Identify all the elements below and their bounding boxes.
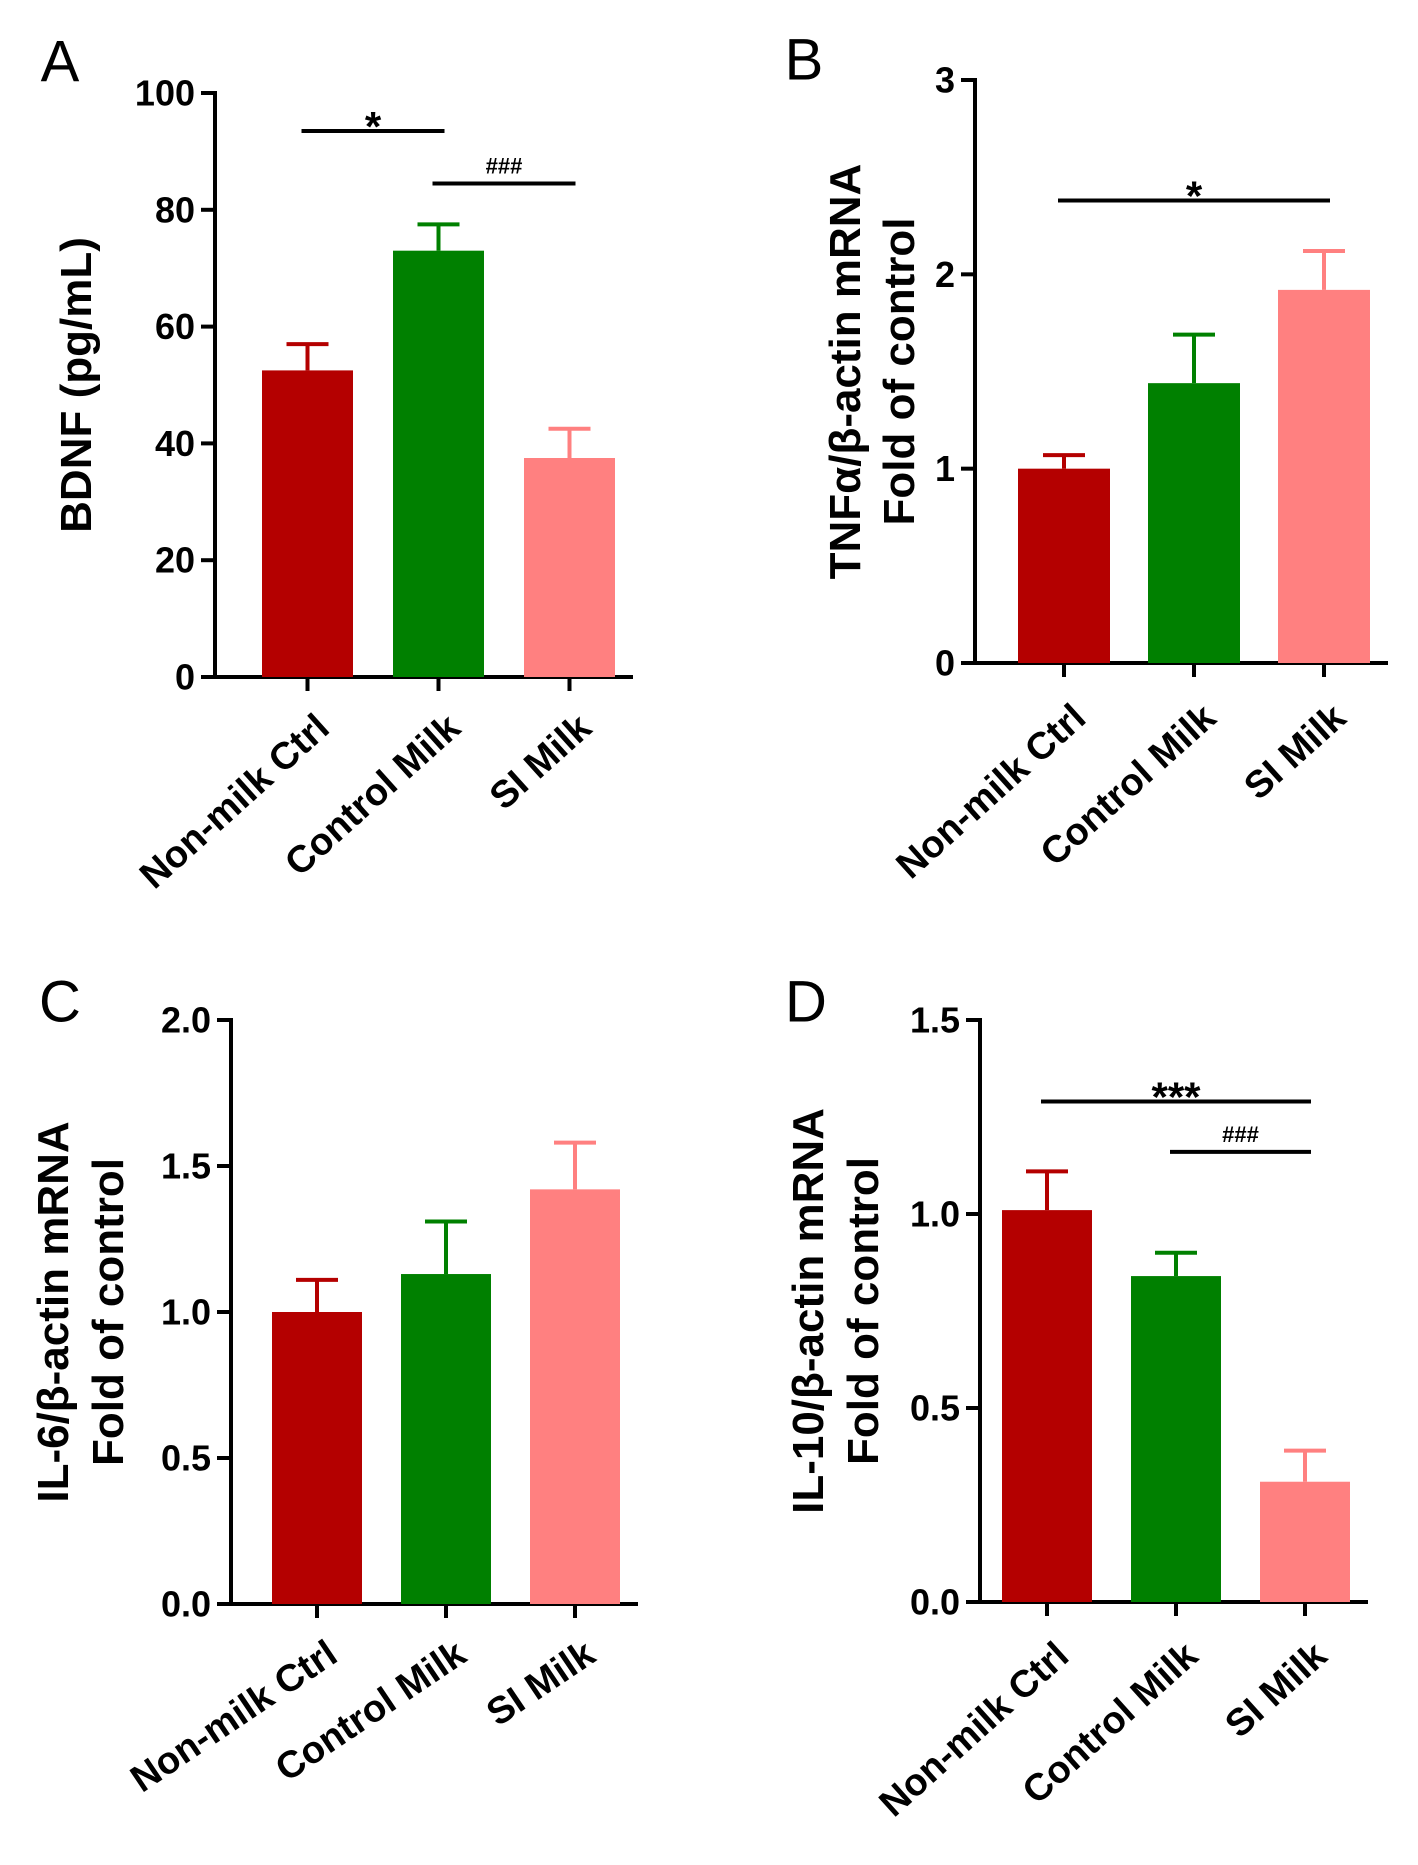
y-axis-label-line: IL-6/β-actin mRNA bbox=[29, 1121, 78, 1502]
y-tick-label: 20 bbox=[155, 540, 195, 581]
y-tick-label: 100 bbox=[135, 73, 195, 114]
category-label-si-milk: SI Milk bbox=[479, 1632, 603, 1735]
y-axis-label-line: TNFα/β-actin mRNA bbox=[821, 164, 870, 580]
y-tick-label: 0 bbox=[175, 657, 195, 698]
bar-si-milk bbox=[524, 458, 615, 677]
y-axis-label-line: BDNF (pg/mL) bbox=[52, 237, 101, 533]
bar-non-milk-ctrl bbox=[262, 370, 353, 677]
y-axis-label-line: Fold of control bbox=[84, 1158, 133, 1466]
category-label-si-milk: SI Milk bbox=[1217, 1634, 1335, 1746]
panel-c: C 0.0 0.5 1.0 1.5 2.0 IL-6/β-actin mRNA Fold of… bbox=[29, 970, 638, 1801]
y-tick-label: 80 bbox=[155, 189, 195, 230]
y-tick-label: 2.0 bbox=[161, 1000, 211, 1041]
y-tick-label: 0.5 bbox=[161, 1438, 211, 1479]
panel-d: D 0.0 0.5 1.0 1.5 IL-10/β-actin mRNA Fold of c… bbox=[784, 970, 1368, 1825]
panel-letter-a: A bbox=[41, 30, 80, 95]
significance-hash: ### bbox=[1222, 1122, 1259, 1147]
y-axis-label-line: IL-10/β-actin mRNA bbox=[784, 1108, 833, 1514]
y-tick-label: 0.5 bbox=[910, 1388, 960, 1429]
bar-control-milk bbox=[1148, 383, 1240, 663]
y-tick-label: 2 bbox=[935, 254, 955, 295]
y-tick-label: 1 bbox=[935, 448, 955, 489]
significance-star: * bbox=[1186, 172, 1203, 219]
y-axis-label: BDNF (pg/mL) bbox=[52, 237, 101, 533]
y-tick-label: 0.0 bbox=[910, 1582, 960, 1623]
y-tick-label: 1.0 bbox=[161, 1292, 211, 1333]
y-tick-label: 0.0 bbox=[161, 1584, 211, 1625]
y-axis-label: TNFα/β-actin mRNA Fold of control bbox=[821, 164, 924, 580]
y-tick-label: 1.5 bbox=[161, 1146, 211, 1187]
bar-non-milk-ctrl bbox=[1018, 468, 1110, 663]
panel-letter-d: D bbox=[785, 970, 827, 1035]
bar-si-milk bbox=[1260, 1481, 1350, 1602]
significance-hash: ### bbox=[486, 154, 523, 179]
category-label-si-milk: SI Milk bbox=[1236, 696, 1354, 808]
y-tick-label: 3 bbox=[935, 60, 955, 101]
bar-control-milk bbox=[401, 1274, 491, 1604]
bar-non-milk-ctrl bbox=[1002, 1210, 1092, 1602]
y-axis-label-line: Fold of control bbox=[875, 218, 924, 526]
bar-non-milk-ctrl bbox=[272, 1312, 362, 1604]
significance-star: * bbox=[365, 103, 382, 150]
y-axis-label: IL-6/β-actin mRNA Fold of control bbox=[29, 1121, 133, 1502]
y-tick-label: 40 bbox=[155, 423, 195, 464]
y-axis-label: IL-10/β-actin mRNA Fold of control bbox=[784, 1108, 888, 1514]
significance-star: *** bbox=[1151, 1073, 1201, 1120]
y-tick-label: 0 bbox=[935, 643, 955, 684]
bar-control-milk bbox=[393, 250, 484, 677]
panel-letter-b: B bbox=[785, 28, 824, 93]
bar-si-milk bbox=[530, 1189, 620, 1604]
y-tick-label: 1.0 bbox=[910, 1194, 960, 1235]
panel-letter-c: C bbox=[39, 970, 81, 1035]
bar-control-milk bbox=[1131, 1276, 1221, 1602]
category-label-si-milk: SI Milk bbox=[482, 706, 600, 818]
y-tick-label: 60 bbox=[155, 306, 195, 347]
y-tick-label: 1.5 bbox=[910, 1000, 960, 1041]
bar-si-milk bbox=[1278, 289, 1370, 663]
y-axis-label-line: Fold of control bbox=[839, 1157, 888, 1465]
